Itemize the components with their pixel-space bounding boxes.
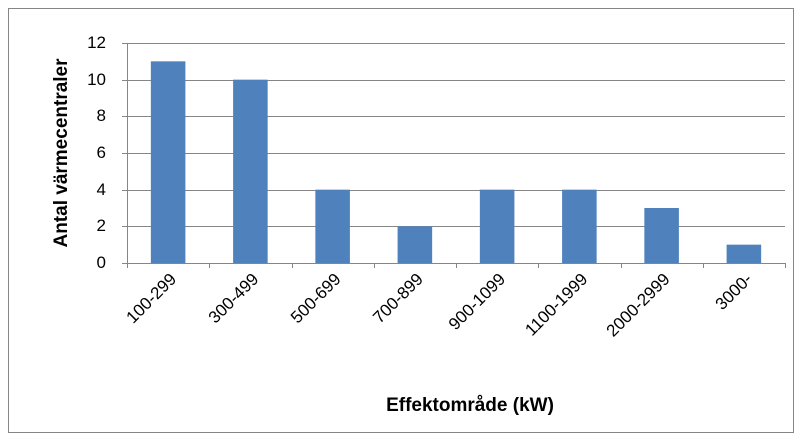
bar [233,79,268,264]
bar [726,244,762,263]
bar [397,226,433,263]
y-axis-title: Antal värmecentraler [51,58,72,248]
y-tick-label: 2 [97,216,106,235]
y-tick-label: 0 [97,253,106,272]
y-tick-label: 10 [87,70,106,89]
bar [315,189,350,263]
y-tick-label: 6 [97,143,106,162]
y-tick-label: 4 [97,180,106,199]
y-tick-label: 12 [87,33,106,52]
bar [150,61,186,264]
x-axis-title: Effektområde (kW) [386,395,554,416]
y-tick-label: 8 [97,106,106,125]
bar [562,189,597,263]
bar [479,189,515,263]
bar [644,208,679,263]
